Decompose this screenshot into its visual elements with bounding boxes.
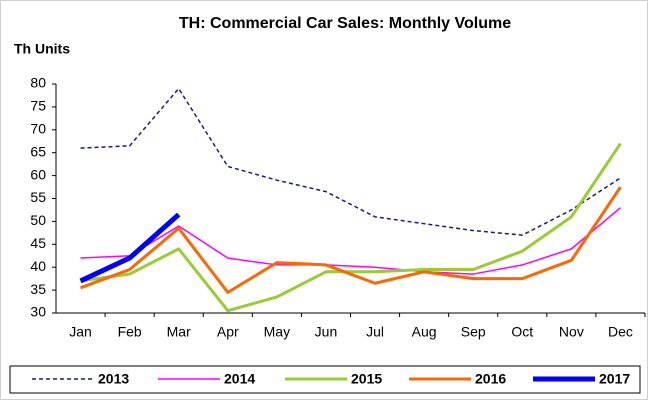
x-tick-label: Aug — [412, 324, 437, 340]
x-tick-label: Oct — [511, 324, 533, 340]
x-tick-label: Dec — [608, 324, 633, 340]
legend-box — [9, 365, 641, 394]
y-tick-label: 60 — [30, 166, 46, 182]
x-tick-label: Jun — [315, 324, 338, 340]
legend-label: 2017 — [599, 371, 630, 387]
x-tick-label: Sep — [461, 324, 486, 340]
y-tick-label: 75 — [30, 98, 46, 114]
y-tick-label: 30 — [30, 304, 46, 320]
x-tick-label: Apr — [217, 324, 239, 340]
y-tick-label: 35 — [30, 281, 46, 297]
legend-label: 2015 — [351, 371, 382, 387]
x-tick-label: Feb — [118, 324, 142, 340]
legend-label: 2016 — [475, 371, 506, 387]
x-tick-label: Nov — [559, 324, 584, 340]
series-line — [80, 87, 621, 236]
y-tick-label: 70 — [30, 121, 46, 137]
series-line — [80, 207, 621, 275]
chart-title: TH: Commercial Car Sales: Monthly Volume — [179, 15, 511, 32]
legend-label: 2013 — [98, 371, 129, 387]
series-line — [80, 142, 622, 313]
series-line — [80, 186, 622, 294]
y-tick-label: 80 — [30, 75, 46, 91]
y-tick-label: 65 — [30, 143, 46, 159]
y-tick-label: 45 — [30, 235, 46, 251]
series-line — [79, 212, 181, 284]
y-tick-label: 40 — [30, 258, 46, 274]
y-axis-label: Th Units — [14, 41, 70, 57]
x-tick-label: Jul — [366, 324, 384, 340]
x-tick-label: Mar — [167, 324, 191, 340]
y-tick-label: 55 — [30, 189, 46, 205]
x-tick-label: Jan — [69, 324, 92, 340]
x-tick-label: May — [264, 324, 290, 340]
y-tick-label: 50 — [30, 212, 46, 228]
legend-label: 2014 — [224, 371, 255, 387]
